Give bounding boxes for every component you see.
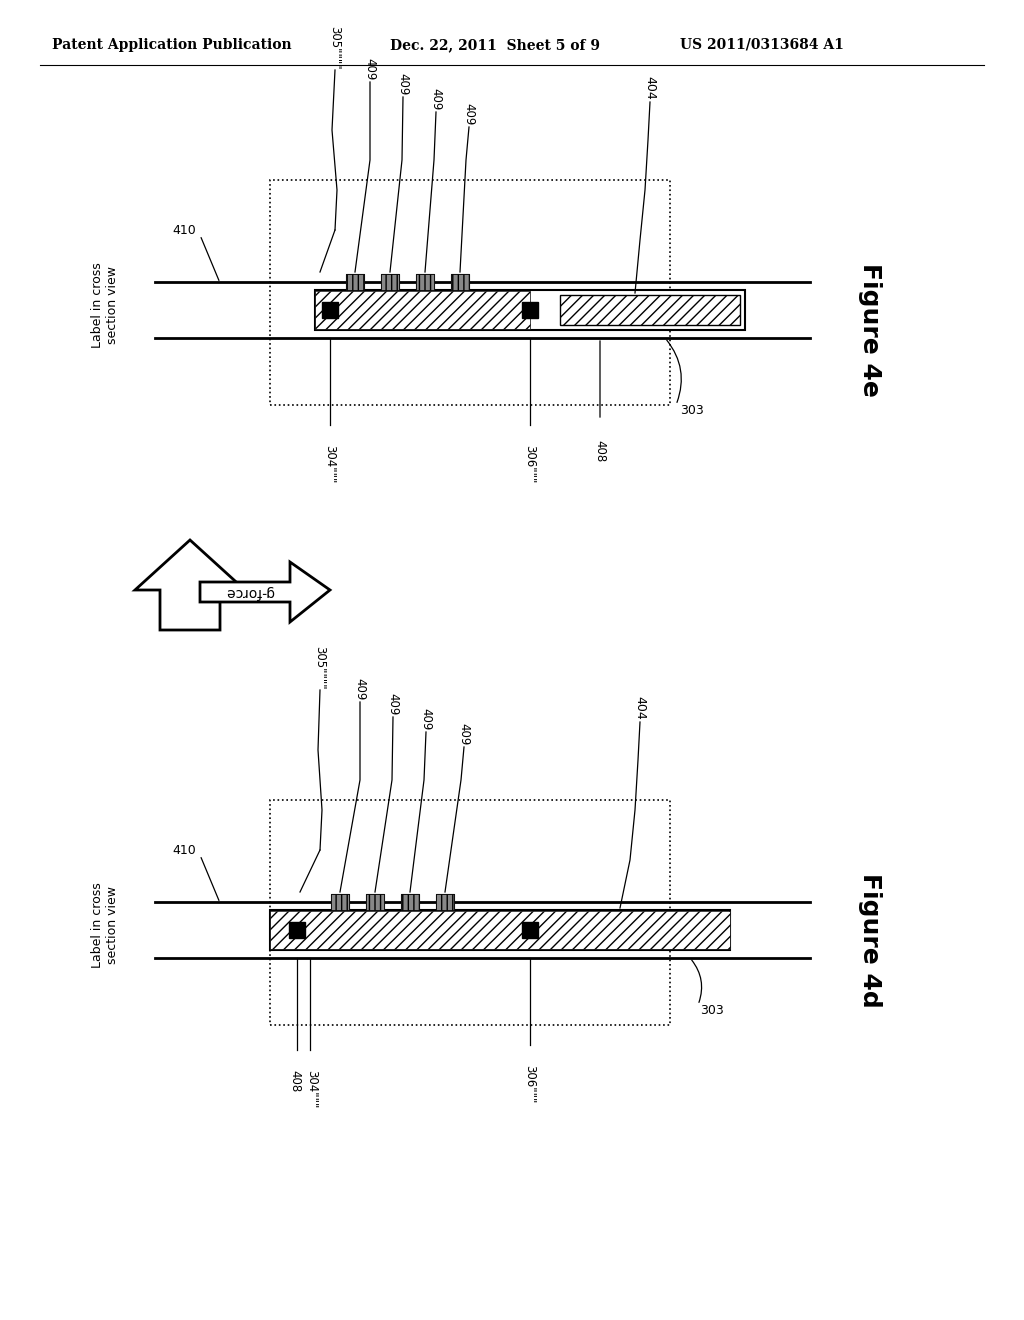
Text: 404: 404 (634, 696, 646, 719)
Bar (436, 894, 454, 909)
Text: 303: 303 (700, 1003, 724, 1016)
Text: 303: 303 (680, 404, 703, 417)
Text: 409: 409 (386, 693, 399, 715)
Bar (366, 894, 384, 909)
Text: Label in cross
section view: Label in cross section view (91, 263, 119, 348)
Bar (401, 894, 419, 909)
Text: 306""": 306""" (523, 1065, 537, 1104)
Bar (331, 894, 349, 909)
Text: 306""": 306""" (523, 445, 537, 483)
Text: 409: 409 (364, 58, 377, 81)
Bar (366, 894, 384, 909)
Text: US 2011/0313684 A1: US 2011/0313684 A1 (680, 38, 844, 51)
Text: 409: 409 (429, 87, 442, 110)
Bar (451, 275, 469, 290)
Bar (416, 275, 434, 290)
Bar (315, 290, 745, 330)
Bar (289, 921, 305, 939)
Bar (270, 909, 730, 950)
Text: 410: 410 (172, 843, 196, 857)
Text: 408: 408 (594, 440, 606, 462)
Bar (560, 294, 740, 325)
Polygon shape (200, 562, 330, 622)
Bar (315, 290, 530, 329)
Text: Dec. 22, 2011  Sheet 5 of 9: Dec. 22, 2011 Sheet 5 of 9 (390, 38, 600, 51)
Text: 304""": 304""" (305, 1071, 318, 1109)
Text: 409: 409 (420, 708, 432, 730)
Bar (322, 302, 338, 318)
Text: g-force: g-force (225, 585, 274, 599)
Bar (270, 180, 670, 405)
Bar (436, 894, 454, 909)
Text: 305"""": 305"""" (329, 26, 341, 70)
Bar (451, 275, 469, 290)
Text: 304""": 304""" (324, 445, 337, 483)
Text: Patent Application Publication: Patent Application Publication (52, 38, 292, 51)
Text: 409: 409 (458, 722, 470, 744)
Bar (401, 894, 419, 909)
Bar (270, 911, 730, 949)
Text: Label in cross
section view: Label in cross section view (91, 882, 119, 968)
Bar (416, 275, 434, 290)
Bar (381, 275, 399, 290)
Text: 408: 408 (289, 1071, 301, 1092)
Text: 409: 409 (463, 103, 475, 125)
Text: 410: 410 (172, 223, 196, 236)
Polygon shape (135, 540, 245, 630)
Bar (346, 275, 364, 290)
Text: 409: 409 (396, 73, 410, 95)
Bar (381, 275, 399, 290)
Text: Figure 4e: Figure 4e (858, 263, 882, 397)
Bar (522, 302, 538, 318)
Text: 305"""": 305"""" (313, 647, 327, 690)
Bar (270, 800, 670, 1026)
Text: 404: 404 (643, 77, 656, 100)
Bar (331, 894, 349, 909)
Text: 409: 409 (353, 677, 367, 700)
Text: Figure 4d: Figure 4d (858, 873, 882, 1007)
Bar (346, 275, 364, 290)
Bar (522, 921, 538, 939)
